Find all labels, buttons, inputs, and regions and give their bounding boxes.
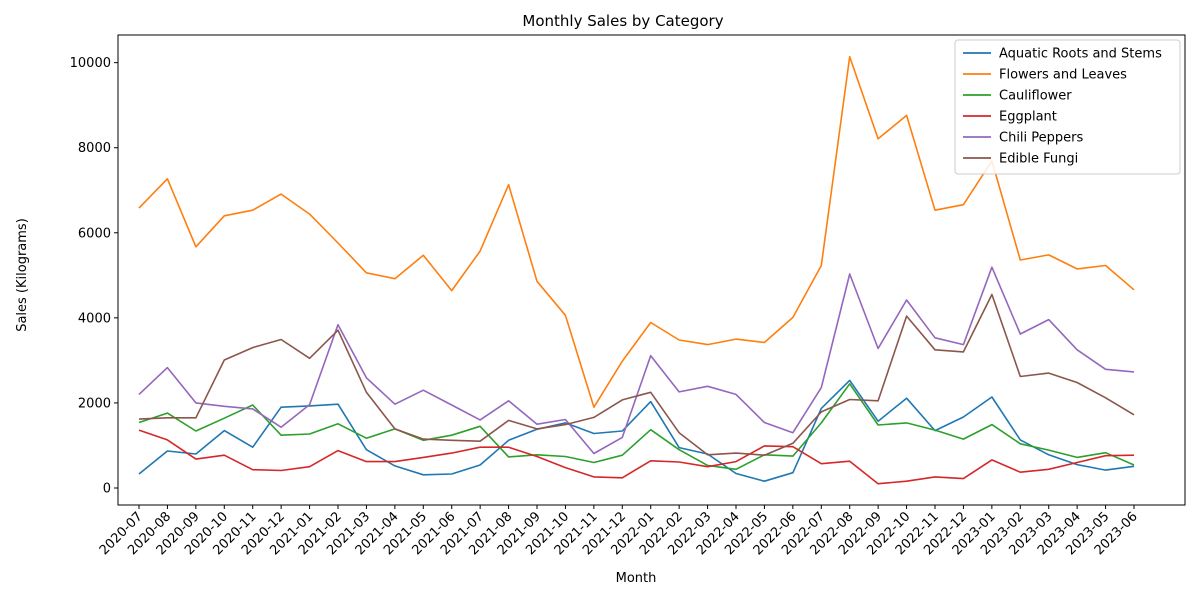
legend-label-5: Edible Fungi — [999, 152, 1078, 167]
y-tick-label: 0 — [103, 481, 111, 496]
legend-label-4: Chili Peppers — [999, 131, 1084, 146]
series-line-5 — [138, 293, 1135, 457]
y-tick-label: 10000 — [70, 56, 111, 71]
y-tick-label: 6000 — [78, 226, 111, 241]
y-tick-label: 8000 — [78, 141, 111, 156]
legend: Aquatic Roots and Stems Flowers and Leave… — [954, 39, 1181, 175]
series-line-4 — [138, 266, 1135, 455]
series-line-3 — [138, 429, 1135, 485]
legend-label-2: Cauliflower — [999, 89, 1072, 104]
series-lines — [138, 55, 1135, 485]
y-axis: 0 2000 4000 6000 8000 10000 — [70, 56, 118, 496]
x-axis: 2020-072020-082020-092020-102020-112020-… — [97, 505, 1141, 558]
series-line-1 — [138, 55, 1135, 409]
y-tick-label: 4000 — [78, 311, 111, 326]
x-axis-title: Month — [616, 571, 657, 586]
chart-title: Monthly Sales by Category — [522, 12, 723, 30]
y-tick-label: 2000 — [78, 396, 111, 411]
series-line-0 — [138, 379, 1135, 483]
series-line-2 — [138, 382, 1135, 471]
legend-label-3: Eggplant — [999, 110, 1057, 125]
legend-label-0: Aquatic Roots and Stems — [999, 47, 1162, 62]
legend-frame — [954, 39, 1181, 175]
y-axis-title: Sales (Kilograms) — [15, 218, 30, 332]
legend-label-1: Flowers and Leaves — [999, 68, 1127, 83]
plot-frame — [117, 34, 1186, 506]
